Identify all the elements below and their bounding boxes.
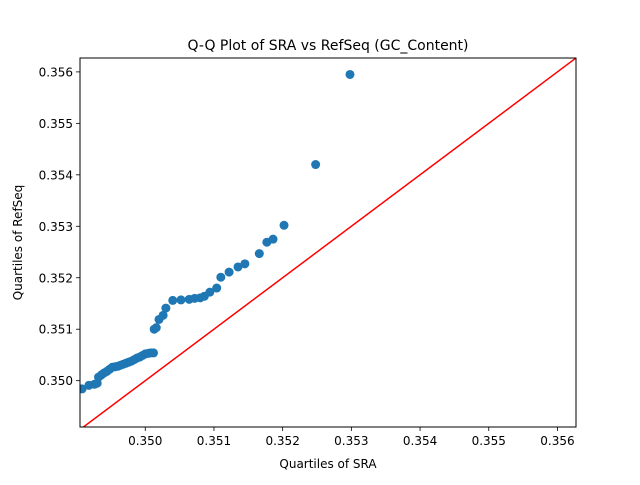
y-tick-label: 0.350 (39, 374, 73, 388)
data-point-48 (345, 69, 355, 79)
x-axis-label: Quartiles of SRA (279, 457, 377, 471)
y-tick-label: 0.352 (39, 271, 73, 285)
data-point-39 (216, 272, 226, 282)
y-tick-label: 0.353 (39, 220, 73, 234)
y-axis: 0.350 0.351 0.352 0.353 0.354 0.355 0.356 (39, 65, 80, 388)
data-point-45 (268, 234, 278, 244)
data-point-25 (149, 348, 159, 358)
data-point-31 (168, 295, 178, 305)
data-point-46 (279, 220, 289, 230)
data-point-30 (161, 303, 171, 313)
plot-area (80, 58, 576, 427)
data-point-43 (254, 249, 264, 259)
data-point-41 (233, 262, 243, 272)
data-point-40 (224, 267, 234, 277)
x-tick-label: 0.356 (540, 434, 574, 448)
y-tick-label: 0.356 (39, 65, 73, 79)
reference-line (82, 58, 576, 427)
x-tick-label: 0.354 (403, 434, 437, 448)
y-axis-label: Quartiles of RefSeq (11, 185, 25, 301)
x-tick-label: 0.350 (128, 434, 162, 448)
data-point-47 (311, 160, 321, 170)
x-axis: 0.350 0.351 0.352 0.353 0.354 0.355 0.356 (128, 427, 575, 448)
data-point-27 (151, 323, 161, 333)
y-tick-label: 0.351 (39, 323, 73, 337)
data-point-38 (212, 283, 222, 293)
y-tick-label: 0.355 (39, 117, 73, 131)
data-point-37 (205, 287, 215, 297)
chart-title: Q-Q Plot of SRA vs RefSeq (GC_Content) (187, 38, 468, 54)
x-tick-label: 0.351 (197, 434, 231, 448)
x-tick-label: 0.355 (472, 434, 506, 448)
axes-frame (79, 57, 577, 428)
y-tick-label: 0.354 (39, 168, 73, 182)
x-tick-label: 0.352 (265, 434, 299, 448)
data-point-42 (240, 259, 250, 269)
data-point-29 (158, 310, 168, 320)
x-tick-label: 0.353 (334, 434, 368, 448)
data-point-32 (176, 295, 186, 305)
